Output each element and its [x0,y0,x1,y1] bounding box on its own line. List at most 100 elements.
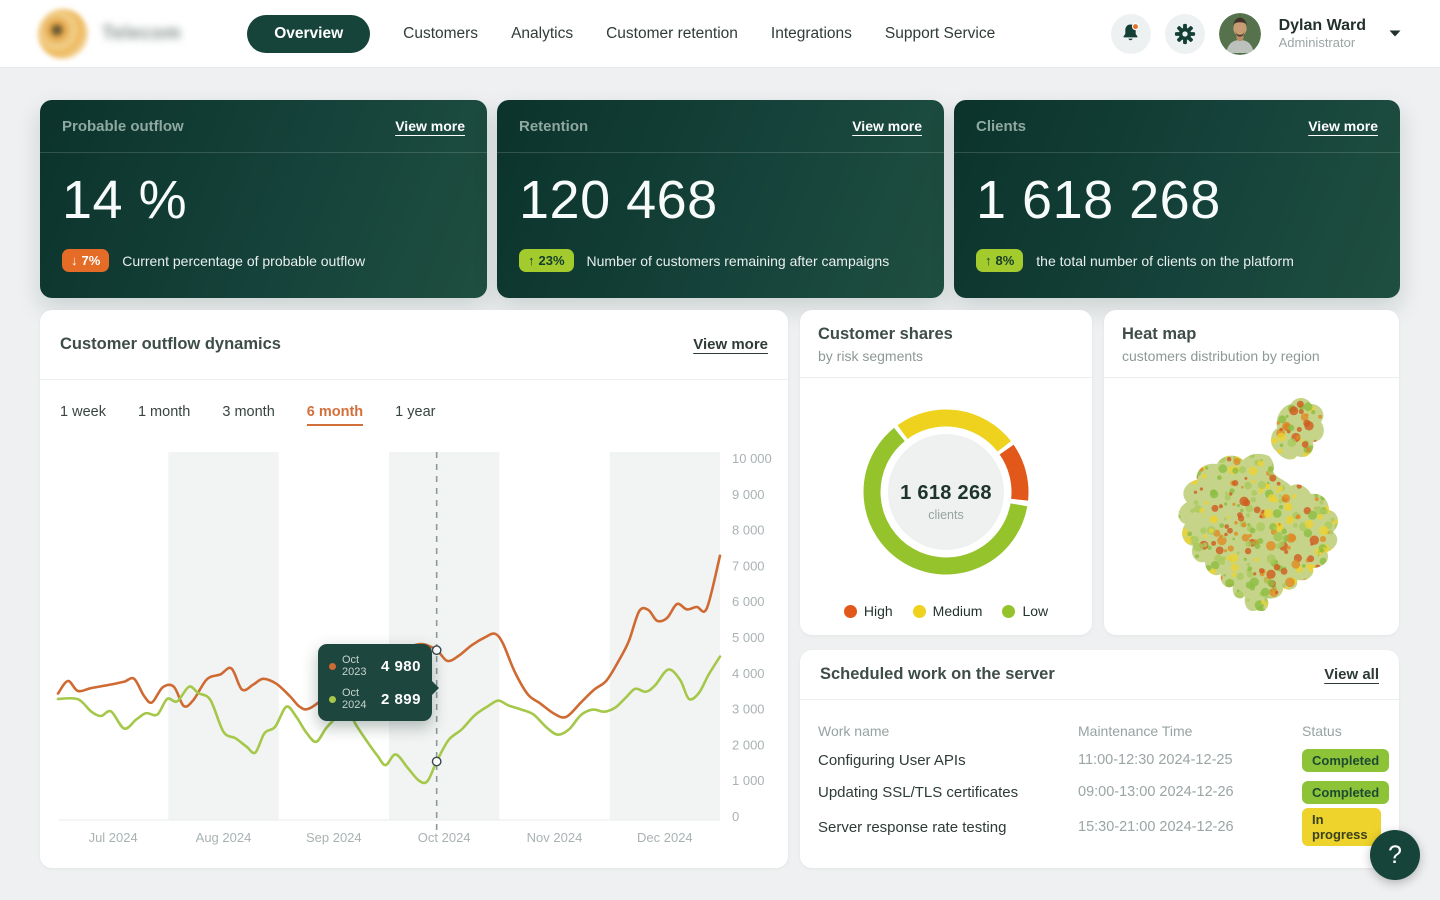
arrow-up-icon: ↑ [985,253,992,268]
legend-item-low: Low [1002,603,1048,619]
line-chart[interactable]: 0 1 000 2 000 3 000 4 000 5 000 6 000 7 000 8 00… [40,450,788,868]
svg-text:4 000: 4 000 [732,666,765,681]
nav-item-analytics[interactable]: Analytics [511,24,574,42]
svg-text:0: 0 [732,809,739,824]
trend-badge: ↑ 23% [519,249,574,272]
nav-item-integrations[interactable]: Integrations [770,24,852,42]
kpi-title: Retention [519,117,589,135]
svg-text:1 000: 1 000 [732,773,765,788]
range-tab-1-week[interactable]: 1 week [60,404,106,420]
svg-text:Oct 2024: Oct 2024 [418,830,471,845]
legend-dot-medium [912,604,926,618]
kpi-card-probable-outflow: Probable outflow View more 14 % ↓ 7% Cur… [40,100,487,298]
gear-icon [1174,23,1196,45]
legend-item-medium: Medium [912,603,982,619]
svg-text:9 000: 9 000 [732,487,765,502]
svg-text:Sep 2024: Sep 2024 [306,830,362,845]
risk-donut-chart[interactable] [800,378,1092,613]
user-menu[interactable]: Dylan Ward Administrator [1279,17,1366,50]
scheduled-work-card: Scheduled work on the server View all Wo… [800,650,1399,868]
maintenance-time: 09:00-13:00 2024-12-26 [1078,784,1234,800]
kpi-description: the total number of clients on the platf… [1036,252,1294,269]
work-name: Server response rate testing [818,818,1007,836]
svg-text:6 000: 6 000 [732,594,765,609]
svg-text:5 000: 5 000 [732,630,765,645]
chevron-down-icon[interactable] [1388,29,1402,38]
shares-subtitle: by risk segments [818,348,924,364]
view-more-link[interactable]: View more [693,336,768,353]
svg-text:Nov 2024: Nov 2024 [527,830,583,845]
schedule-title: Scheduled work on the server [820,665,1055,683]
kpi-value: 120 468 [519,170,718,230]
chart-tooltip: Oct 2023 4 980 Oct 2024 2 899 [318,644,439,721]
nav-item-support-service[interactable]: Support Service [884,24,996,42]
help-button[interactable]: ? [1370,830,1420,880]
kpi-card-clients: Clients View more 1 618 268 ↑ 8% the tot… [954,100,1400,298]
bell-icon [1119,22,1142,45]
outflow-chart-card: Customer outflow dynamics View more 1 we… [40,310,788,868]
status-badge: Completed [1302,780,1390,804]
column-status: Status [1302,723,1342,739]
logo-icon [38,8,88,59]
kpi-description: Number of customers remaining after camp… [586,252,890,269]
risk-legend: High Medium Low [800,603,1092,619]
series-dot-oct-2024 [329,695,336,703]
svg-text:Aug 2024: Aug 2024 [196,830,252,845]
range-tab-6-month[interactable]: 6 month [306,404,364,426]
table-header: Work name Maintenance Time Status [800,718,1399,744]
view-more-link[interactable]: View more [1308,118,1378,134]
user-name: Dylan Ward [1278,17,1366,34]
table-row: Server response rate testing 15:30-21:00… [800,808,1399,846]
nav-item-customer-retention[interactable]: Customer retention [606,24,738,42]
work-name: Configuring User APIs [818,751,966,769]
logo-text: Telecom [102,22,182,44]
status-badge: Completed [1302,748,1390,772]
legend-item-high: High [843,603,893,619]
svg-text:3 000: 3 000 [732,702,765,717]
kpi-title: Clients [976,117,1027,135]
customer-shares-card: Customer shares by risk segments 1 618 2… [800,310,1092,635]
kpi-value: 14 % [62,170,188,230]
svg-text:7 000: 7 000 [732,558,765,573]
view-all-link[interactable]: View all [1324,666,1379,683]
column-work-name: Work name [818,723,890,739]
notifications-button[interactable] [1110,13,1151,54]
avatar[interactable] [1218,12,1261,55]
range-tab-1-year[interactable]: 1 year [395,404,436,420]
view-more-link[interactable]: View more [852,118,922,134]
svg-text:Jul 2024: Jul 2024 [89,830,138,845]
main-nav: Overview Customers Analytics Customer re… [247,14,996,53]
nav-item-customers[interactable]: Customers [403,24,479,42]
svg-text:8 000: 8 000 [732,523,765,538]
trend-badge: ↑ 8% [976,249,1024,272]
view-more-link[interactable]: View more [395,118,465,134]
legend-dot-high [843,604,857,618]
legend-dot-low [1002,604,1016,618]
heat-map-subtitle: customers distribution by region [1122,348,1320,364]
settings-button[interactable] [1164,13,1205,54]
svg-text:2 000: 2 000 [732,737,765,752]
company-logo[interactable]: Telecom [38,8,182,59]
arrow-down-icon: ↓ [71,253,78,268]
nav-item-overview[interactable]: Overview [247,14,371,53]
kpi-value: 1 618 268 [976,170,1221,230]
kpi-card-retention: Retention View more 120 468 ↑ 23% Number… [497,100,944,298]
maintenance-time: 11:00-12:30 2024-12-25 [1078,752,1233,768]
trend-badge: ↓ 7% [62,249,110,272]
heat-map-card: Heat map customers distribution by regio… [1104,310,1399,635]
range-tabs: 1 week 1 month 3 month 6 month 1 year [60,404,768,426]
range-tab-1-month[interactable]: 1 month [137,404,191,420]
arrow-up-icon: ↑ [528,253,535,268]
series-dot-oct-2023 [329,662,336,670]
svg-text:Dec 2024: Dec 2024 [637,830,693,845]
heat-map-title: Heat map [1122,325,1197,343]
shares-title: Customer shares [818,325,953,343]
maintenance-time: 15:30-21:00 2024-12-26 [1078,819,1234,835]
user-role: Administrator [1278,35,1356,50]
range-tab-3-month[interactable]: 3 month [222,404,275,420]
question-mark-icon: ? [1388,840,1402,869]
work-name: Updating SSL/TLS certificates [818,783,1019,801]
region-heat-map [1178,398,1338,612]
column-maintenance-time: Maintenance Time [1078,723,1193,739]
status-badge: In progress [1302,808,1381,846]
